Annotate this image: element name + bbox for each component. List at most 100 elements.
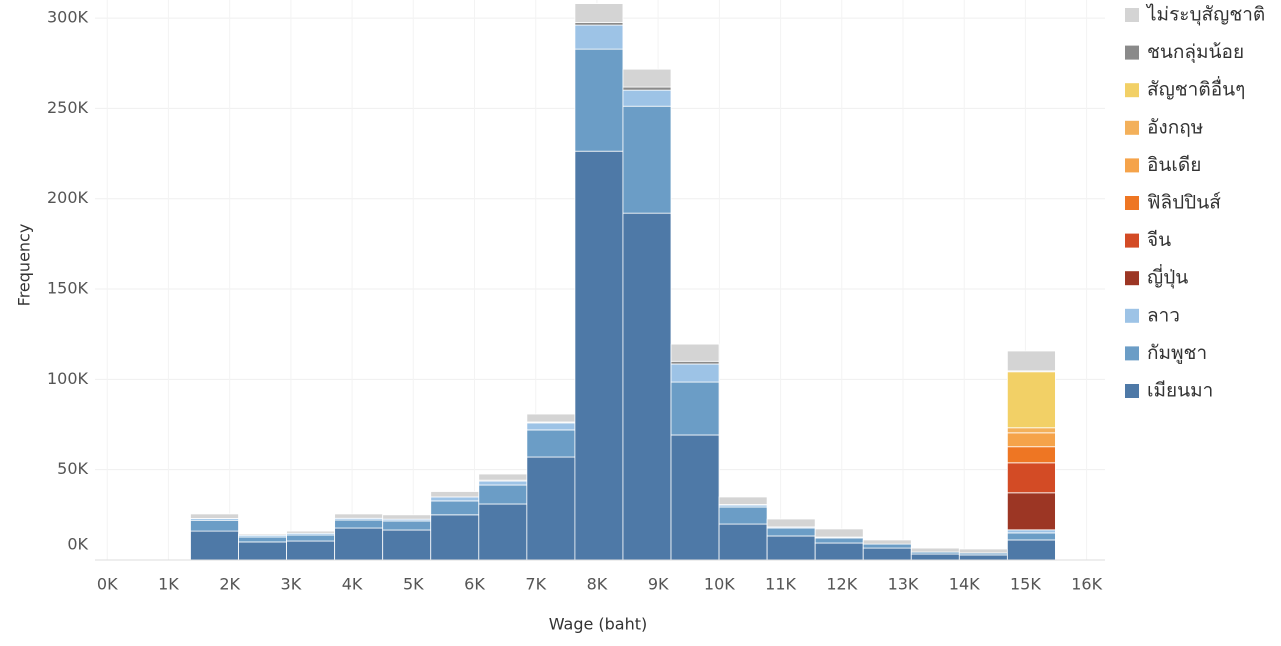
- y-tick-label: 300K: [47, 8, 89, 27]
- bar-segment: [574, 48, 624, 152]
- legend-swatch: [1125, 271, 1139, 286]
- bar-segment: [766, 518, 816, 528]
- legend-swatch: [1125, 45, 1139, 60]
- y-tick-label: 100K: [47, 369, 89, 388]
- bar-segment: [574, 150, 624, 561]
- x-tick-label: 5K: [403, 575, 424, 594]
- bar-segment: [622, 89, 672, 107]
- bar-segment: [430, 514, 480, 561]
- bar-segment: [1006, 529, 1056, 534]
- legend-swatch: [1125, 384, 1139, 398]
- bar-segment: [622, 68, 672, 88]
- bar-segment: [286, 540, 336, 561]
- legend-swatch: [1125, 346, 1139, 361]
- bar-segment: [574, 21, 624, 26]
- bar-segment: [1006, 532, 1056, 541]
- bar-segment: [670, 343, 720, 362]
- y-tick-label: 150K: [47, 279, 89, 298]
- legend-label: ลาว: [1147, 304, 1180, 326]
- bar-segment: [526, 413, 576, 423]
- bar-segment: [286, 530, 336, 534]
- legend-swatch: [1125, 308, 1139, 323]
- bar-segment: [622, 105, 672, 214]
- bar-segment: [670, 434, 720, 561]
- legend-swatch: [1125, 83, 1139, 98]
- bar-segment: [718, 506, 768, 525]
- bar-segment: [430, 491, 480, 498]
- legend-label: กัมพูชา: [1147, 342, 1207, 364]
- bar-segment: [670, 360, 720, 365]
- x-axis-title: Wage (baht): [549, 615, 648, 634]
- bar-segment: [526, 422, 576, 431]
- x-tick-label: 4K: [342, 575, 363, 594]
- bar-segment: [1006, 371, 1056, 429]
- bar-segment: [478, 480, 528, 486]
- bar-segment: [430, 500, 480, 516]
- bar-segment: [670, 363, 720, 383]
- bar-segment: [478, 503, 528, 561]
- bar-segment: [190, 519, 239, 532]
- bar-segment: [622, 212, 672, 561]
- y-axis-title: Frequency: [15, 224, 34, 307]
- bar-segment: [382, 514, 432, 520]
- bar-segment: [334, 519, 384, 529]
- bar-segment: [862, 547, 912, 561]
- legend-swatch: [1125, 158, 1139, 173]
- bar-segment: [286, 534, 336, 542]
- bar-segment: [478, 484, 528, 505]
- bar-segment: [814, 537, 864, 544]
- legend-swatch: [1125, 233, 1139, 248]
- legend-label: จีน: [1147, 229, 1171, 251]
- x-tick-label: 12K: [826, 575, 857, 594]
- legend-label: สัญชาติอื่นๆ: [1147, 76, 1245, 101]
- x-tick-label: 6K: [464, 575, 485, 594]
- legend-label: ญี่ปุ่น: [1147, 264, 1188, 290]
- x-tick-label: 2K: [219, 575, 240, 594]
- x-tick-label: 1K: [158, 575, 179, 594]
- legend-swatch: [1125, 196, 1139, 210]
- y-tick-label: 200K: [47, 188, 89, 207]
- y-tick-label: 50K: [57, 459, 88, 478]
- x-tick-label: 16K: [1071, 575, 1102, 594]
- legend-label: อังกฤษ: [1147, 116, 1203, 138]
- bar-segment: [1006, 462, 1056, 494]
- bar-segment: [1006, 432, 1056, 448]
- legend-label: เมียนมา: [1147, 380, 1213, 402]
- y-tick-label: 0K: [67, 535, 88, 554]
- legend-swatch: [1125, 8, 1139, 22]
- bar-segment: [430, 496, 480, 502]
- bar-segment: [958, 548, 1008, 554]
- x-tick-label: 3K: [281, 575, 302, 594]
- legend-label: ฟิลิปปินส์: [1147, 192, 1221, 214]
- x-tick-label: 10K: [704, 575, 735, 594]
- bar-segment: [766, 527, 816, 537]
- x-tick-label: 13K: [888, 575, 919, 594]
- bar-segment: [574, 24, 624, 50]
- bar-segment: [1006, 446, 1056, 464]
- bar-segment: [1006, 492, 1056, 531]
- bar-segment: [718, 523, 768, 561]
- x-tick-label: 11K: [765, 575, 796, 594]
- x-tick-label: 15K: [1010, 575, 1041, 594]
- bar-segment: [766, 535, 816, 561]
- bar-segment: [574, 3, 624, 23]
- legend-label: อินเดีย: [1147, 154, 1201, 176]
- bar-segment: [238, 533, 287, 536]
- bar-segment: [862, 543, 912, 549]
- bar-segment: [238, 541, 287, 561]
- y-tick-label: 250K: [47, 98, 89, 117]
- x-tick-label: 7K: [525, 575, 546, 594]
- legend-swatch: [1125, 120, 1139, 135]
- bar-segment: [526, 429, 576, 458]
- bar-segment: [478, 473, 528, 481]
- bar-segment: [958, 554, 1008, 561]
- bar-segment: [334, 513, 384, 519]
- bar-segment: [334, 527, 384, 561]
- bar-segment: [718, 496, 768, 505]
- bar-segment: [1006, 350, 1056, 372]
- bar-segment: [382, 529, 432, 561]
- bar-segment: [910, 547, 960, 553]
- bar-segment: [1006, 539, 1056, 561]
- bar-segment: [238, 536, 287, 543]
